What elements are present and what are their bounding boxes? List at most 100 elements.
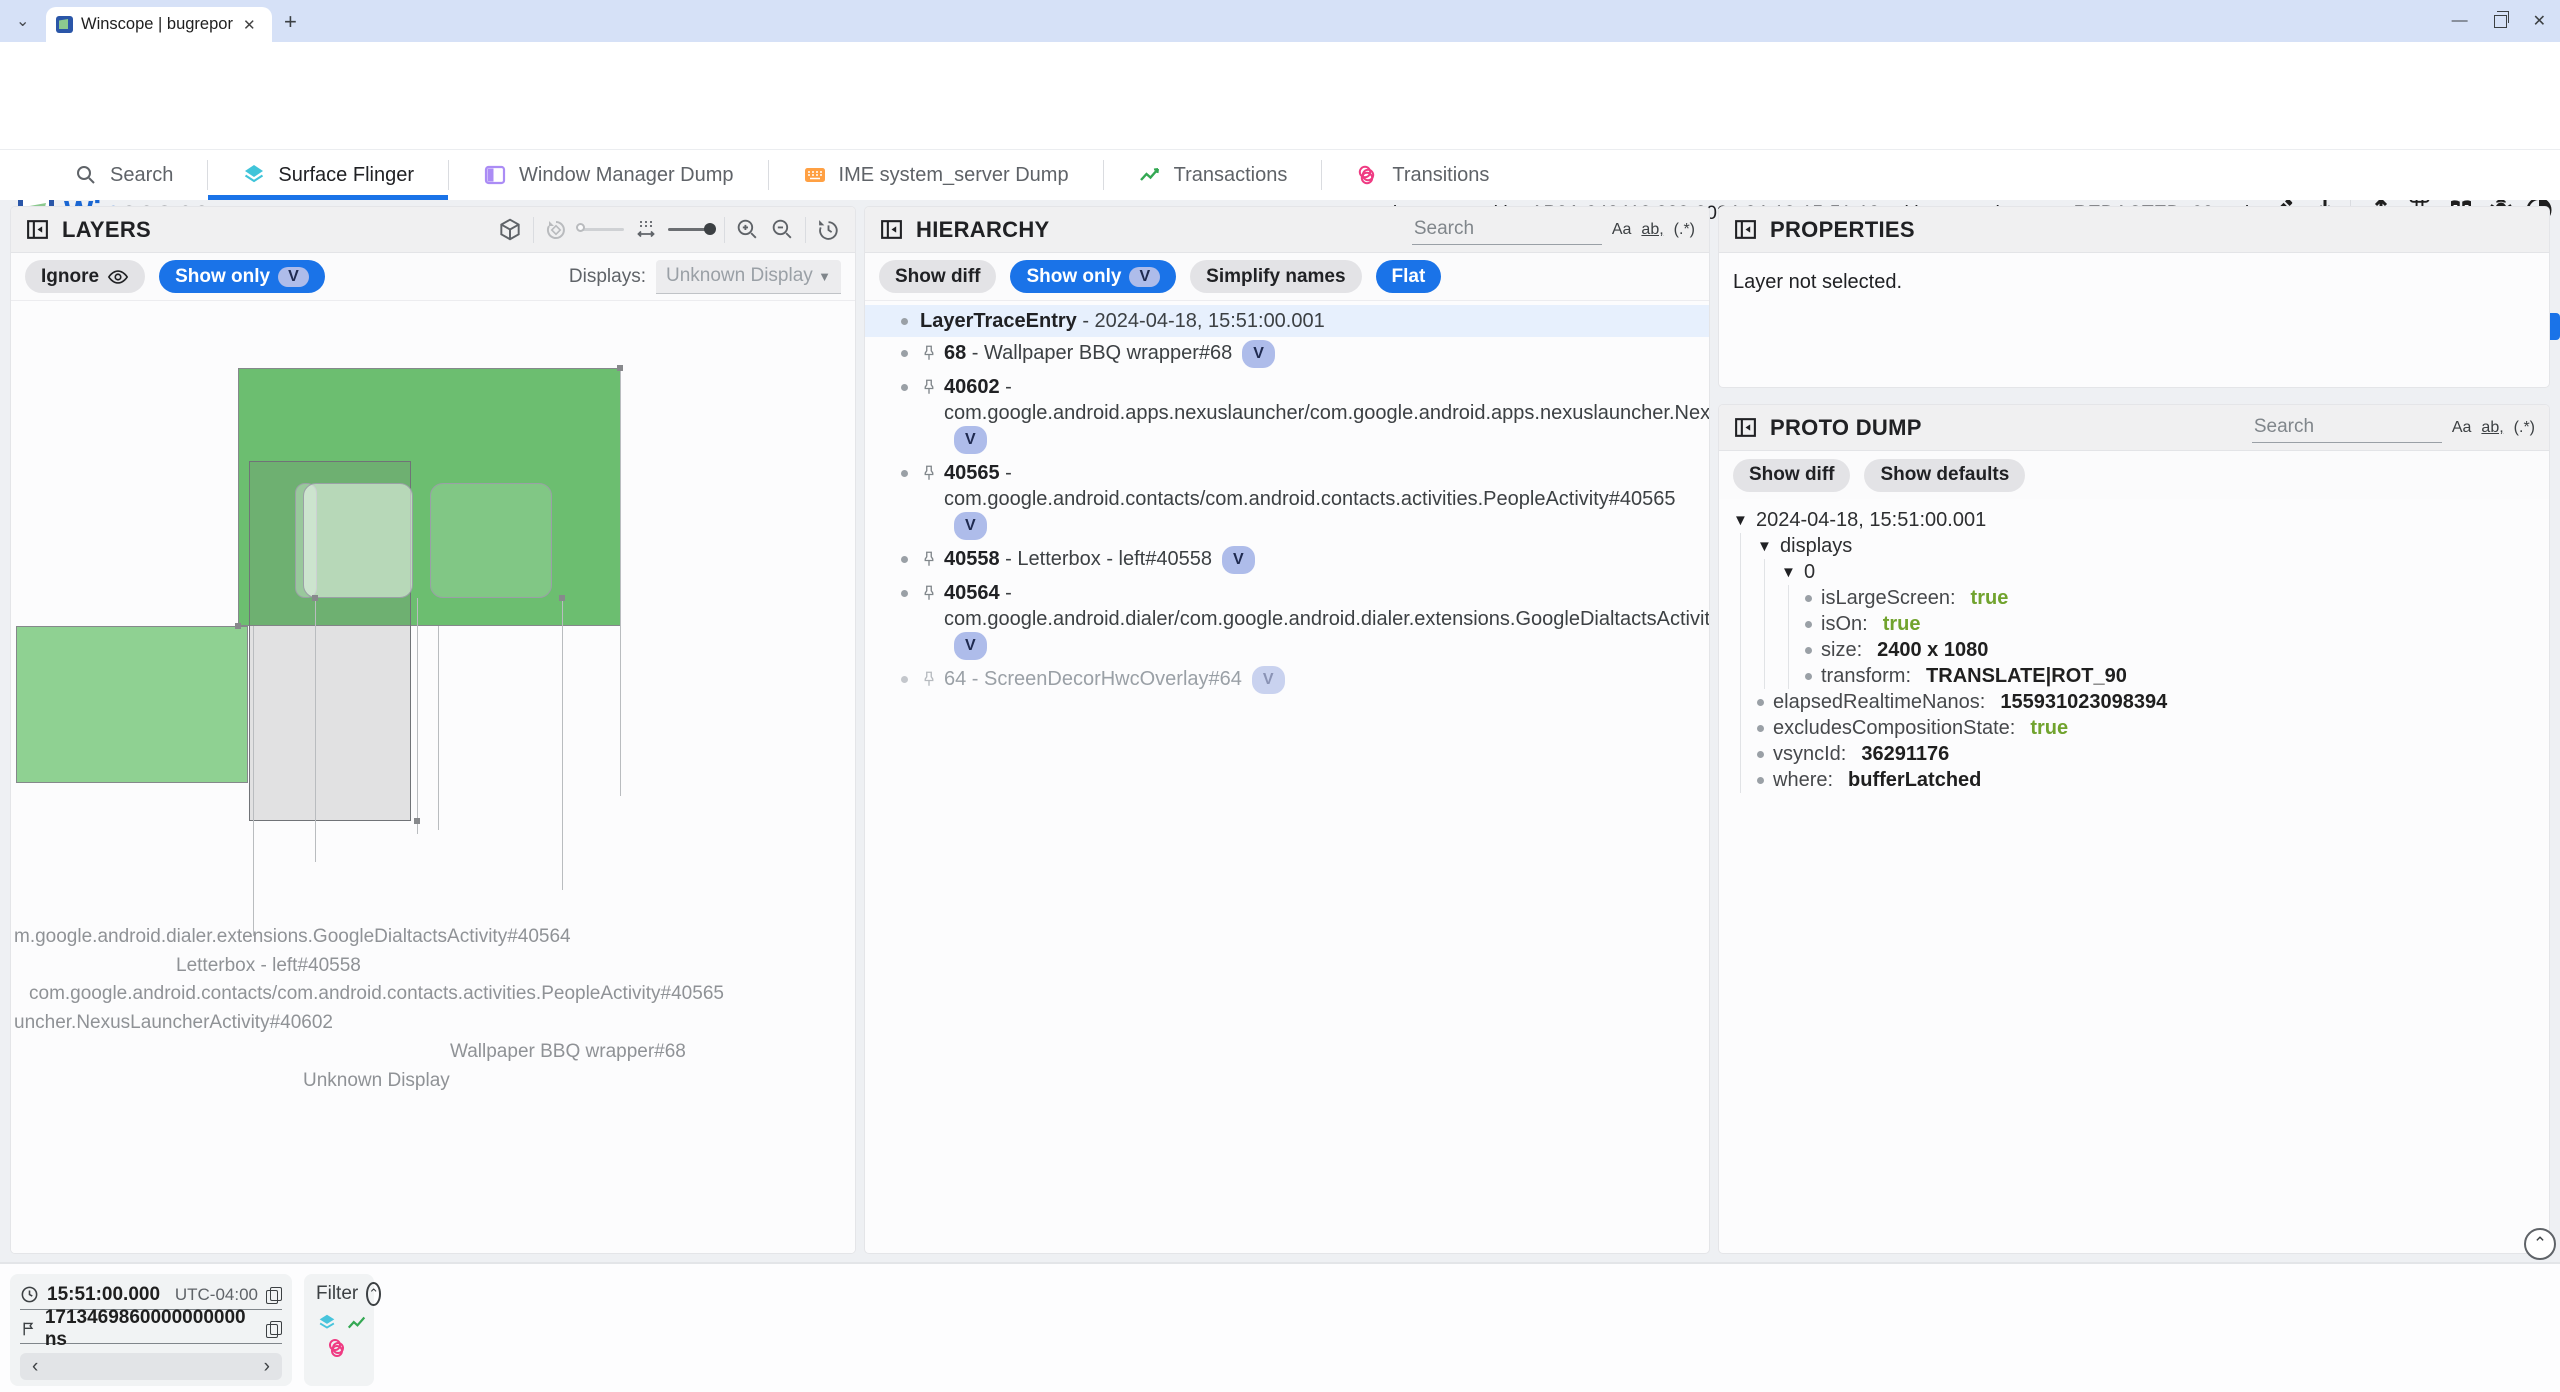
show-only-chip[interactable]: Show only V xyxy=(159,260,325,293)
tab-divider xyxy=(448,160,449,190)
layer-rect-dialer[interactable] xyxy=(303,483,413,598)
expand-arrow-icon[interactable]: ▼ xyxy=(1733,511,1748,529)
match-case-icon[interactable]: Aa xyxy=(2451,419,2472,436)
reset-view-icon[interactable] xyxy=(816,217,841,242)
new-tab-button[interactable]: + xyxy=(284,9,297,34)
match-word-icon[interactable]: ab, xyxy=(1641,221,1664,238)
proto-dump-search-input[interactable] xyxy=(2251,412,2442,443)
expand-arrow-icon[interactable]: ▼ xyxy=(1757,537,1772,555)
display-label: Unknown Display xyxy=(303,1070,450,1091)
tab-search[interactable]: Search xyxy=(40,150,207,200)
timestamp-field[interactable]: 15:51:00.000 UTC-04:00 xyxy=(20,1280,282,1310)
zoom-out-icon[interactable] xyxy=(770,217,795,242)
transitions-icon xyxy=(1359,165,1375,185)
pin-icon[interactable] xyxy=(920,670,938,688)
simplify-names-chip[interactable]: Simplify names xyxy=(1190,260,1362,293)
tab-search-icon[interactable]: ⌄ xyxy=(16,13,30,30)
expand-timeline-button[interactable]: ⌃ xyxy=(2524,1228,2556,1260)
tab-transactions[interactable]: Transactions xyxy=(1104,150,1322,200)
displays-dropdown[interactable]: Unknown Display ▼ xyxy=(656,259,841,294)
show-only-chip[interactable]: Show only V xyxy=(1010,260,1177,293)
pin-icon[interactable] xyxy=(920,464,938,482)
layer-rect-wallpaper[interactable] xyxy=(238,368,621,626)
regex-icon[interactable]: (.*) xyxy=(2513,419,2535,436)
tab-transitions[interactable]: Transitions xyxy=(1322,150,1523,200)
node-bullet xyxy=(901,350,908,357)
collapse-panel-icon[interactable] xyxy=(25,217,50,242)
flat-chip[interactable]: Flat xyxy=(1375,260,1442,293)
3d-view-cube-icon[interactable] xyxy=(497,217,523,243)
spacing-slider[interactable] xyxy=(668,223,716,235)
proto-leaf-elapsedrealtimenanos[interactable]: elapsedRealtimeNanos: 155931023098394 xyxy=(1757,689,2549,715)
tree-node-layer-40565[interactable]: 40565 - com.google.android.contacts/com.… xyxy=(865,457,1709,543)
layer-rect-secondary[interactable] xyxy=(16,626,248,783)
visible-chip: V xyxy=(1242,340,1275,368)
node-bullet xyxy=(901,470,908,477)
proto-leaf-size[interactable]: size: 2400 x 1080 xyxy=(1805,637,2549,663)
tree-node-layer-64[interactable]: 64 - ScreenDecorHwcOverlay#64 V xyxy=(865,663,1709,697)
layers-panel-title: LAYERS xyxy=(62,216,152,242)
window-restore-button[interactable] xyxy=(2493,10,2509,28)
toolbar-divider xyxy=(533,216,534,243)
proto-leaf-ison[interactable]: isOn: true xyxy=(1805,611,2549,637)
tree-node-layer-68[interactable]: 68 - Wallpaper BBQ wrapper#68 V xyxy=(865,337,1709,371)
hierarchy-search-input[interactable] xyxy=(1411,214,1602,245)
match-word-icon[interactable]: ab, xyxy=(2481,419,2504,436)
copy-time-icon[interactable] xyxy=(266,1286,282,1304)
proto-node-displays[interactable]: ▼ displays xyxy=(1757,534,1853,557)
tree-node-layer-40558[interactable]: 40558 - Letterbox - left#40558 V xyxy=(865,543,1709,577)
proto-leaf-islargescreen[interactable]: isLargeScreen: true xyxy=(1805,585,2549,611)
expand-arrow-icon[interactable]: ▼ xyxy=(1781,563,1796,581)
timezone: UTC-04:00 xyxy=(174,1284,258,1304)
proto-leaf-vsyncid[interactable]: vsyncId: 36291176 xyxy=(1757,741,2549,767)
pin-icon[interactable] xyxy=(920,378,938,396)
collapse-filter-button[interactable]: ⌃ xyxy=(366,1282,382,1306)
tree-node-layer-40564[interactable]: 40564 - com.google.android.dialer/com.go… xyxy=(865,577,1709,663)
tab-ime-dump[interactable]: IME system_server Dump xyxy=(769,150,1103,200)
node-bullet xyxy=(901,590,908,597)
layer-rect-contacts[interactable] xyxy=(430,483,552,598)
ignore-chip[interactable]: Ignore xyxy=(25,260,146,293)
collapse-panel-icon[interactable] xyxy=(1733,415,1758,440)
collapse-panel-icon[interactable] xyxy=(879,217,904,242)
tree-node-layer-40602[interactable]: 40602 - com.google.android.apps.nexuslau… xyxy=(865,371,1709,457)
tab-surface-flinger[interactable]: Surface Flinger xyxy=(208,150,448,200)
tab-close-icon[interactable]: ✕ xyxy=(243,16,256,34)
zoom-in-icon[interactable] xyxy=(735,217,760,242)
show-defaults-chip[interactable]: Show defaults xyxy=(1864,458,2026,492)
previous-frame-button[interactable]: ‹ xyxy=(32,1355,39,1377)
pin-icon[interactable] xyxy=(920,550,938,568)
window-minimize-button[interactable]: — xyxy=(2451,12,2468,29)
proto-dump-controls-row: Show diff Show defaults xyxy=(1719,451,2549,499)
rotation-slider[interactable] xyxy=(576,223,624,232)
guide-line xyxy=(253,626,254,936)
guide-line xyxy=(620,368,621,796)
filter-transactions-icon[interactable] xyxy=(346,1312,368,1334)
match-case-icon[interactable]: Aa xyxy=(1611,221,1632,238)
proto-leaf-where[interactable]: where: bufferLatched xyxy=(1757,767,2549,793)
layer-label-wallpaper: Wallpaper BBQ wrapper#68 xyxy=(450,1041,686,1062)
regex-icon[interactable]: (.*) xyxy=(1673,221,1695,238)
show-diff-chip[interactable]: Show diff xyxy=(1733,458,1851,492)
next-frame-button[interactable]: › xyxy=(263,1355,270,1377)
proto-node-display-0[interactable]: ▼ 0 xyxy=(1781,560,1816,583)
tree-node-root[interactable]: LayerTraceEntry - 2024-04-18, 15:51:00.0… xyxy=(865,305,1709,337)
filter-surfaceflinger-icon[interactable] xyxy=(316,1312,338,1334)
proto-leaf-excludescompositionstate[interactable]: excludesCompositionState: true xyxy=(1757,715,2549,741)
pin-icon[interactable] xyxy=(920,584,938,602)
filter-transitions-icon[interactable] xyxy=(326,1336,350,1360)
collapse-panel-icon[interactable] xyxy=(1733,217,1758,242)
show-diff-chip[interactable]: Show diff xyxy=(879,260,997,293)
copy-ns-icon[interactable] xyxy=(266,1320,282,1338)
proto-leaf-transform[interactable]: transform: TRANSLATE|ROT_90 xyxy=(1805,663,2549,689)
proto-dump-panel: PROTO DUMP Aa ab, (.*) Show diff Show de… xyxy=(1718,404,2550,1254)
window-close-button[interactable]: ✕ xyxy=(2532,13,2546,30)
pin-icon[interactable] xyxy=(920,344,938,362)
node-bullet xyxy=(901,676,908,683)
proto-node-root[interactable]: ▼ 2024-04-18, 15:51:00.001 xyxy=(1733,508,1987,531)
browser-tab[interactable]: Winscope | bugreport-ak ✕ xyxy=(46,7,272,42)
hierarchy-panel-header: HIERARCHY Aa ab, (.*) xyxy=(865,207,1709,253)
timestamp-ns-field[interactable]: 1713469860000000000 ns xyxy=(20,1307,282,1350)
tab-window-manager-dump[interactable]: Window Manager Dump xyxy=(449,150,768,200)
layers-canvas[interactable]: m.google.android.dialer.extensions.Googl… xyxy=(11,302,855,1253)
